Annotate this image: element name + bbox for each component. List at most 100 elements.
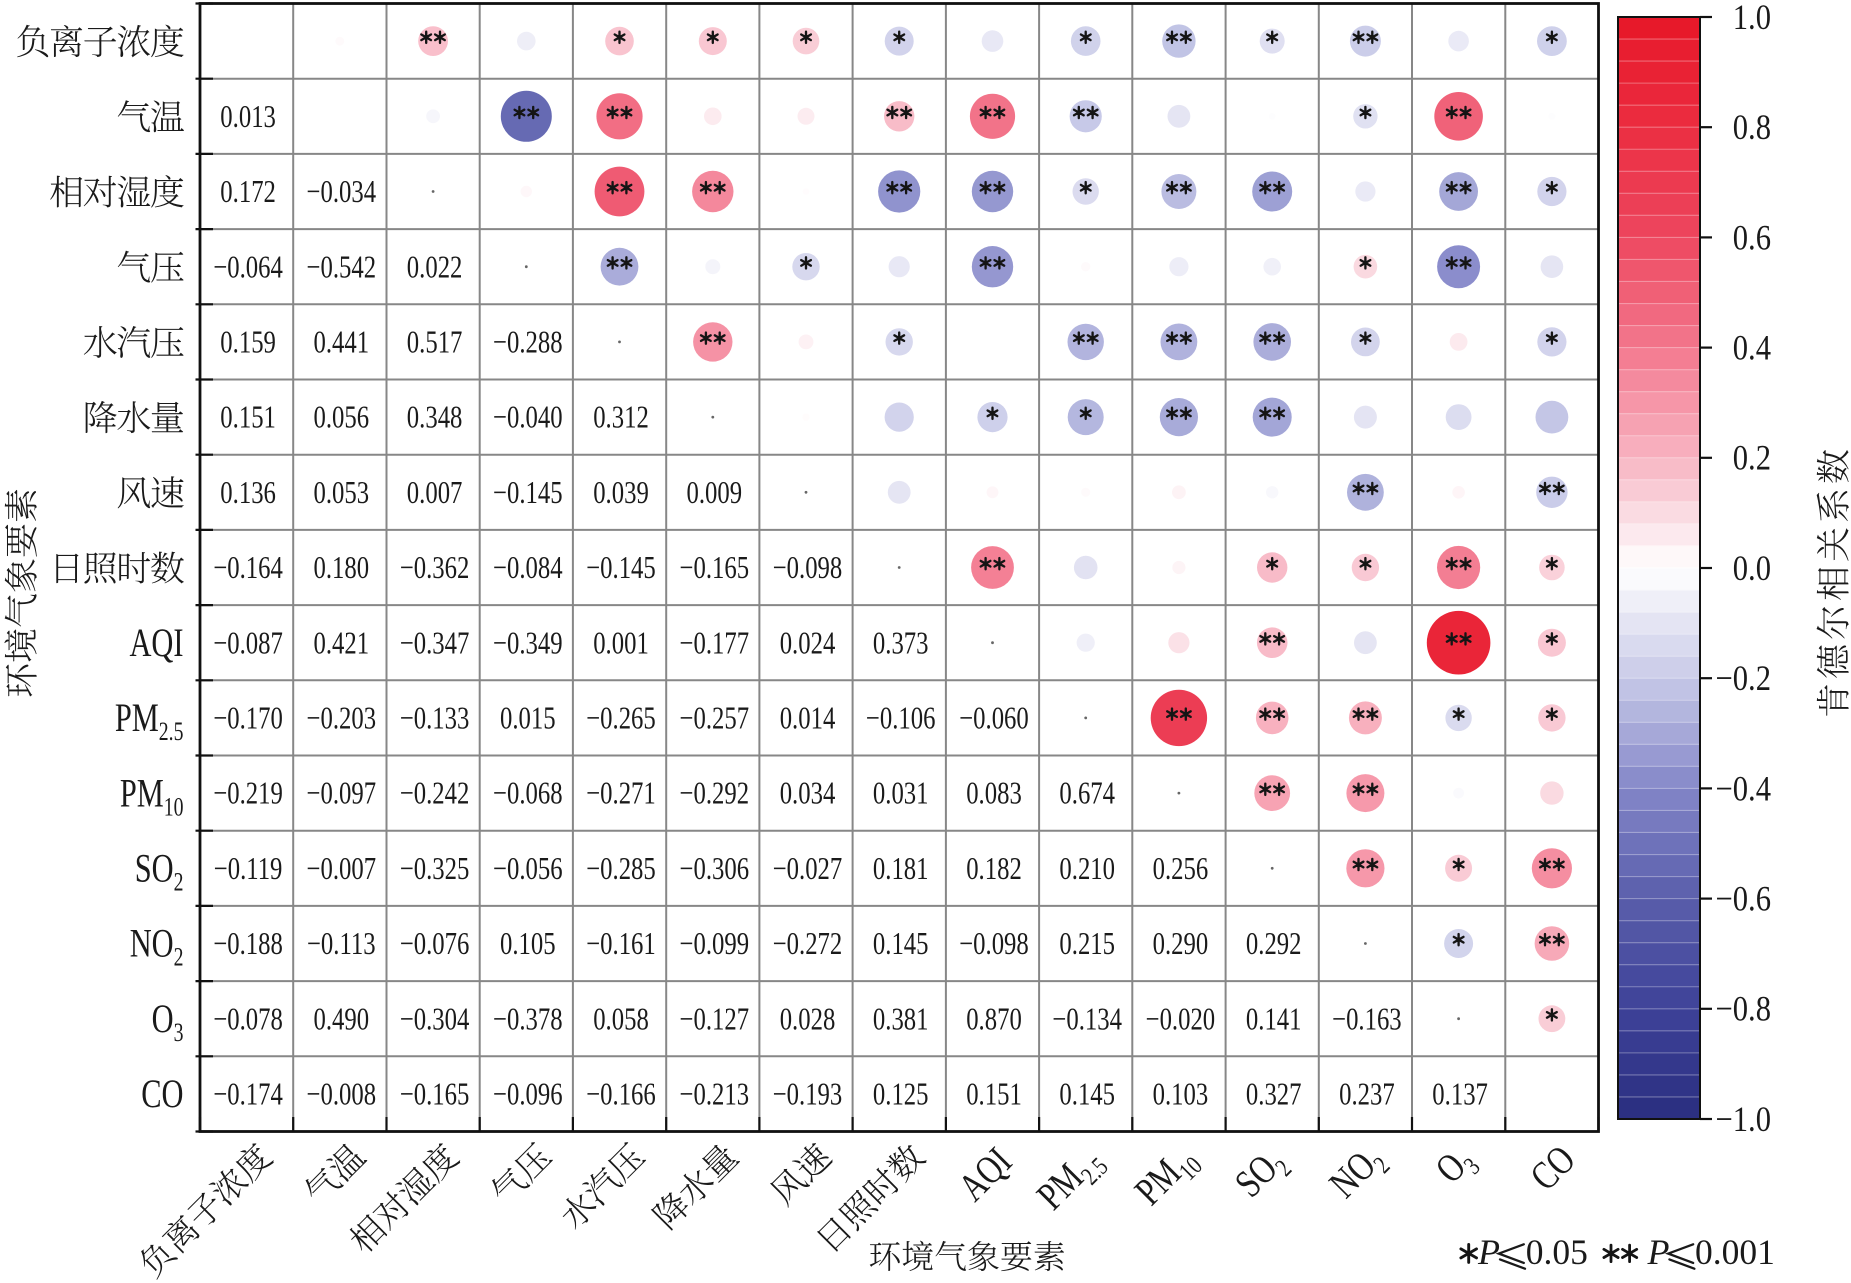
svg-text:−0.099: −0.099 (680, 927, 750, 962)
svg-text:0.180: 0.180 (314, 551, 370, 586)
svg-text:0.6: 0.6 (1733, 218, 1771, 258)
svg-text:0.009: 0.009 (687, 476, 743, 511)
svg-text:−0.304: −0.304 (400, 1003, 470, 1038)
svg-text:−0.292: −0.292 (680, 777, 750, 812)
svg-text:−0.007: −0.007 (307, 852, 377, 887)
svg-text:−0.219: −0.219 (213, 777, 283, 812)
svg-text:−0.177: −0.177 (680, 627, 750, 662)
svg-text:0.210: 0.210 (1059, 852, 1115, 887)
svg-text:P: P (1647, 1232, 1670, 1272)
svg-text:0.674: 0.674 (1059, 777, 1115, 812)
svg-text:0.031: 0.031 (873, 777, 929, 812)
svg-text:0.056: 0.056 (314, 401, 370, 436)
svg-text:AQI: AQI (129, 620, 183, 665)
svg-text:−0.127: −0.127 (680, 1003, 750, 1038)
svg-text:0.870: 0.870 (966, 1003, 1022, 1038)
svg-text:−0.542: −0.542 (307, 251, 377, 286)
svg-text:−0.084: −0.084 (493, 551, 563, 586)
svg-text:−0.163: −0.163 (1332, 1003, 1402, 1038)
svg-text:−0.060: −0.060 (959, 702, 1029, 737)
svg-text:0.014: 0.014 (780, 702, 836, 737)
svg-text:0.145: 0.145 (1059, 1078, 1115, 1113)
svg-text:0.159: 0.159 (220, 326, 276, 361)
svg-text:−0.133: −0.133 (400, 702, 470, 737)
svg-text:−0.188: −0.188 (213, 927, 283, 962)
svg-text:−0.242: −0.242 (400, 777, 470, 812)
svg-text:0.007: 0.007 (407, 476, 463, 511)
svg-text:−0.096: −0.096 (493, 1078, 563, 1113)
svg-text:CO: CO (141, 1071, 183, 1116)
svg-text:−0.203: −0.203 (307, 702, 377, 737)
svg-text:−0.166: −0.166 (586, 1078, 656, 1113)
svg-text:−0.213: −0.213 (680, 1078, 750, 1113)
svg-text:−0.145: −0.145 (586, 551, 656, 586)
svg-text:−0.097: −0.097 (307, 777, 377, 812)
svg-text:−0.056: −0.056 (493, 852, 563, 887)
svg-text:0.182: 0.182 (966, 852, 1022, 887)
svg-text:−0.272: −0.272 (773, 927, 843, 962)
svg-text:−0.165: −0.165 (680, 551, 750, 586)
svg-text:−0.087: −0.087 (213, 627, 283, 662)
svg-text:−0.113: −0.113 (307, 927, 376, 962)
svg-text:0.034: 0.034 (780, 777, 836, 812)
svg-text:−0.288: −0.288 (493, 326, 563, 361)
svg-text:0.141: 0.141 (1246, 1003, 1302, 1038)
svg-text:−0.034: −0.034 (307, 175, 377, 210)
svg-text:1.0: 1.0 (1733, 0, 1771, 38)
svg-text:0.172: 0.172 (220, 175, 276, 210)
svg-text:−0.362: −0.362 (400, 551, 470, 586)
svg-text:−0.161: −0.161 (586, 927, 656, 962)
svg-text:0.373: 0.373 (873, 627, 929, 662)
svg-text:−0.271: −0.271 (586, 777, 656, 812)
svg-text:0.083: 0.083 (966, 777, 1022, 812)
svg-text:0.237: 0.237 (1339, 1078, 1395, 1113)
svg-text:0.05: 0.05 (1526, 1232, 1588, 1272)
svg-text:0.517: 0.517 (407, 326, 463, 361)
svg-text:0.8: 0.8 (1733, 108, 1771, 148)
svg-text:0.348: 0.348 (407, 401, 463, 436)
svg-text:−0.6: −0.6 (1716, 879, 1771, 919)
svg-text:−0.170: −0.170 (213, 702, 283, 737)
svg-text:0.256: 0.256 (1153, 852, 1209, 887)
svg-text:−0.027: −0.027 (773, 852, 843, 887)
svg-text:−0.4: −0.4 (1716, 769, 1772, 809)
svg-text:0.290: 0.290 (1153, 927, 1209, 962)
svg-text:0.490: 0.490 (314, 1003, 370, 1038)
svg-text:0.125: 0.125 (873, 1078, 929, 1113)
svg-text:0.421: 0.421 (314, 627, 370, 662)
svg-text:−0.106: −0.106 (866, 702, 936, 737)
svg-text:−0.068: −0.068 (493, 777, 563, 812)
svg-text:0.013: 0.013 (220, 100, 276, 135)
svg-text:0.215: 0.215 (1059, 927, 1115, 962)
svg-text:−0.134: −0.134 (1052, 1003, 1122, 1038)
svg-text:0.0: 0.0 (1733, 549, 1771, 589)
svg-text:0.312: 0.312 (593, 401, 649, 436)
svg-text:0.181: 0.181 (873, 852, 929, 887)
svg-text:−0.325: −0.325 (400, 852, 470, 887)
svg-text:0.381: 0.381 (873, 1003, 929, 1038)
svg-text:0.137: 0.137 (1432, 1078, 1488, 1113)
svg-text:0.105: 0.105 (500, 927, 556, 962)
svg-text:0.145: 0.145 (873, 927, 929, 962)
svg-text:0.015: 0.015 (500, 702, 556, 737)
svg-text:−0.064: −0.064 (213, 251, 283, 286)
svg-text:0.292: 0.292 (1246, 927, 1302, 962)
svg-text:0.024: 0.024 (780, 627, 836, 662)
svg-text:−0.265: −0.265 (586, 702, 656, 737)
svg-text:−0.8: −0.8 (1716, 989, 1771, 1029)
svg-text:−0.349: −0.349 (493, 627, 563, 662)
svg-text:0.151: 0.151 (220, 401, 276, 436)
svg-text:−0.164: −0.164 (213, 551, 283, 586)
svg-text:0.001: 0.001 (593, 627, 649, 662)
svg-text:−0.098: −0.098 (959, 927, 1029, 962)
svg-text:−0.145: −0.145 (493, 476, 563, 511)
svg-text:0.151: 0.151 (966, 1078, 1022, 1113)
svg-text:0.2: 0.2 (1733, 438, 1771, 478)
svg-text:−0.174: −0.174 (213, 1078, 283, 1113)
svg-text:−0.008: −0.008 (307, 1078, 377, 1113)
svg-text:0.001: 0.001 (1695, 1232, 1775, 1272)
svg-text:−0.306: −0.306 (680, 852, 750, 887)
svg-text:−0.257: −0.257 (680, 702, 750, 737)
svg-text:−0.078: −0.078 (213, 1003, 283, 1038)
svg-text:−1.0: −1.0 (1716, 1100, 1771, 1140)
